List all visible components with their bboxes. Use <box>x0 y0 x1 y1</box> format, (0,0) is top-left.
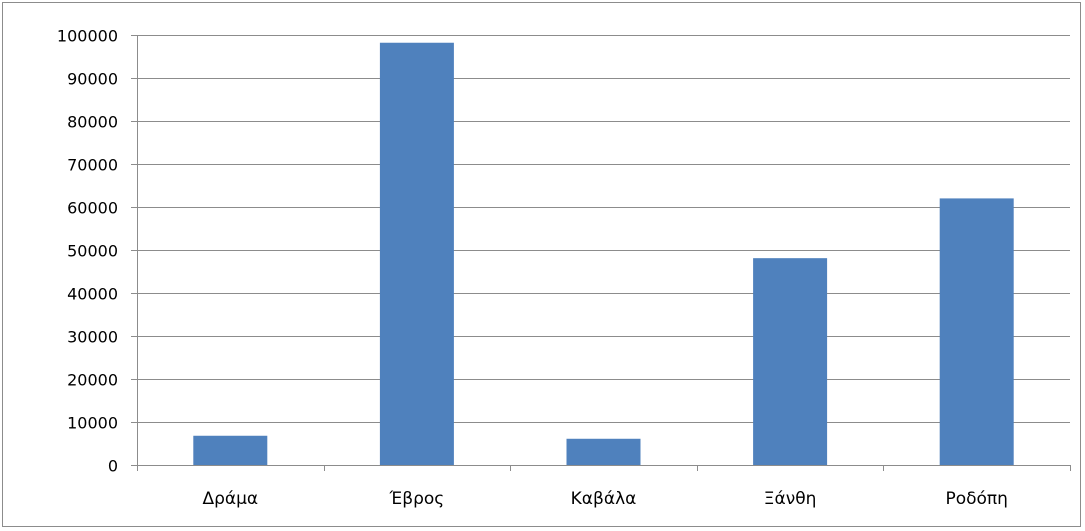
bar <box>939 198 1014 465</box>
y-tick-label: 30000 <box>67 328 118 347</box>
bar <box>753 258 828 465</box>
x-tick-label: Καβάλα <box>571 489 637 509</box>
x-tick-label: Δράμα <box>202 489 258 509</box>
y-tick-label: 70000 <box>67 156 118 175</box>
y-tick-label: 80000 <box>67 113 118 132</box>
x-tick-label: Ροδόπη <box>945 489 1007 509</box>
x-tick-label: Έβρος <box>389 489 445 509</box>
bar <box>379 42 454 466</box>
gridlines <box>137 35 1070 423</box>
bars <box>193 42 1014 466</box>
y-tick-label: 0 <box>108 457 118 476</box>
x-tick-label: Ξάνθη <box>764 489 817 509</box>
bar <box>193 435 268 465</box>
axes <box>131 35 1071 471</box>
y-tick-labels: 0 10000 20000 30000 40000 50000 60000 70000 8000… <box>57 27 118 476</box>
y-tick-label: 20000 <box>67 371 118 390</box>
y-tick-label: 60000 <box>67 199 118 218</box>
y-tick-label: 100000 <box>57 27 118 46</box>
x-tick-labels: Δράμα Έβρος Καβάλα Ξάνθη Ροδόπη <box>202 489 1007 509</box>
y-tick-label: 40000 <box>67 285 118 304</box>
y-tick-label: 10000 <box>67 414 118 433</box>
bar <box>566 438 641 465</box>
y-tick-label: 50000 <box>67 242 118 261</box>
y-tick-label: 90000 <box>67 70 118 89</box>
